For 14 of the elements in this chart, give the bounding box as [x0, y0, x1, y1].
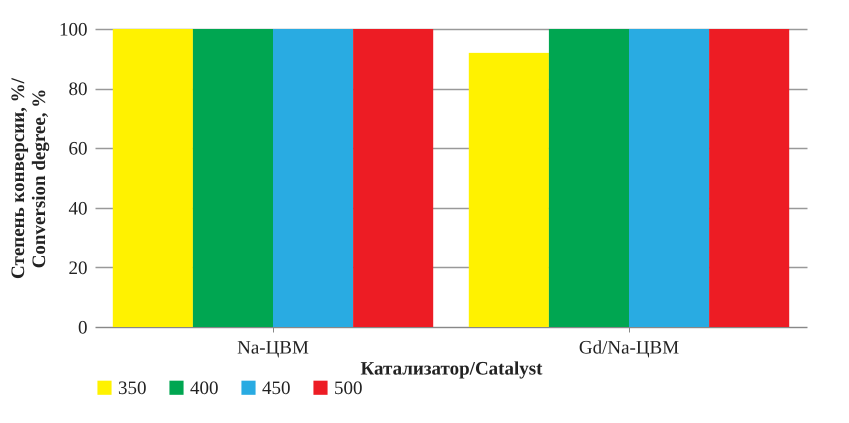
legend-label: 400 — [190, 378, 218, 399]
x-axis-title: Катализатор/Catalyst — [360, 358, 544, 380]
x-tick-label: Na-ЦВМ — [237, 338, 309, 358]
legend-label: 350 — [118, 378, 146, 399]
legend-label: 450 — [262, 378, 290, 399]
y-tick-label: 0 — [78, 318, 88, 338]
x-tick-label: Gd/Na-ЦВМ — [578, 338, 680, 358]
y-axis-title: Степень конверсии, %/ Conversion degree, % — [8, 77, 50, 279]
y-tick-label: 100 — [59, 20, 88, 40]
y-tick-label: 80 — [68, 79, 88, 100]
y-tick-label: 20 — [68, 258, 88, 279]
legend-label: 500 — [334, 378, 362, 399]
y-tick-label: 60 — [68, 138, 88, 160]
y-tick-label: 40 — [68, 198, 88, 220]
